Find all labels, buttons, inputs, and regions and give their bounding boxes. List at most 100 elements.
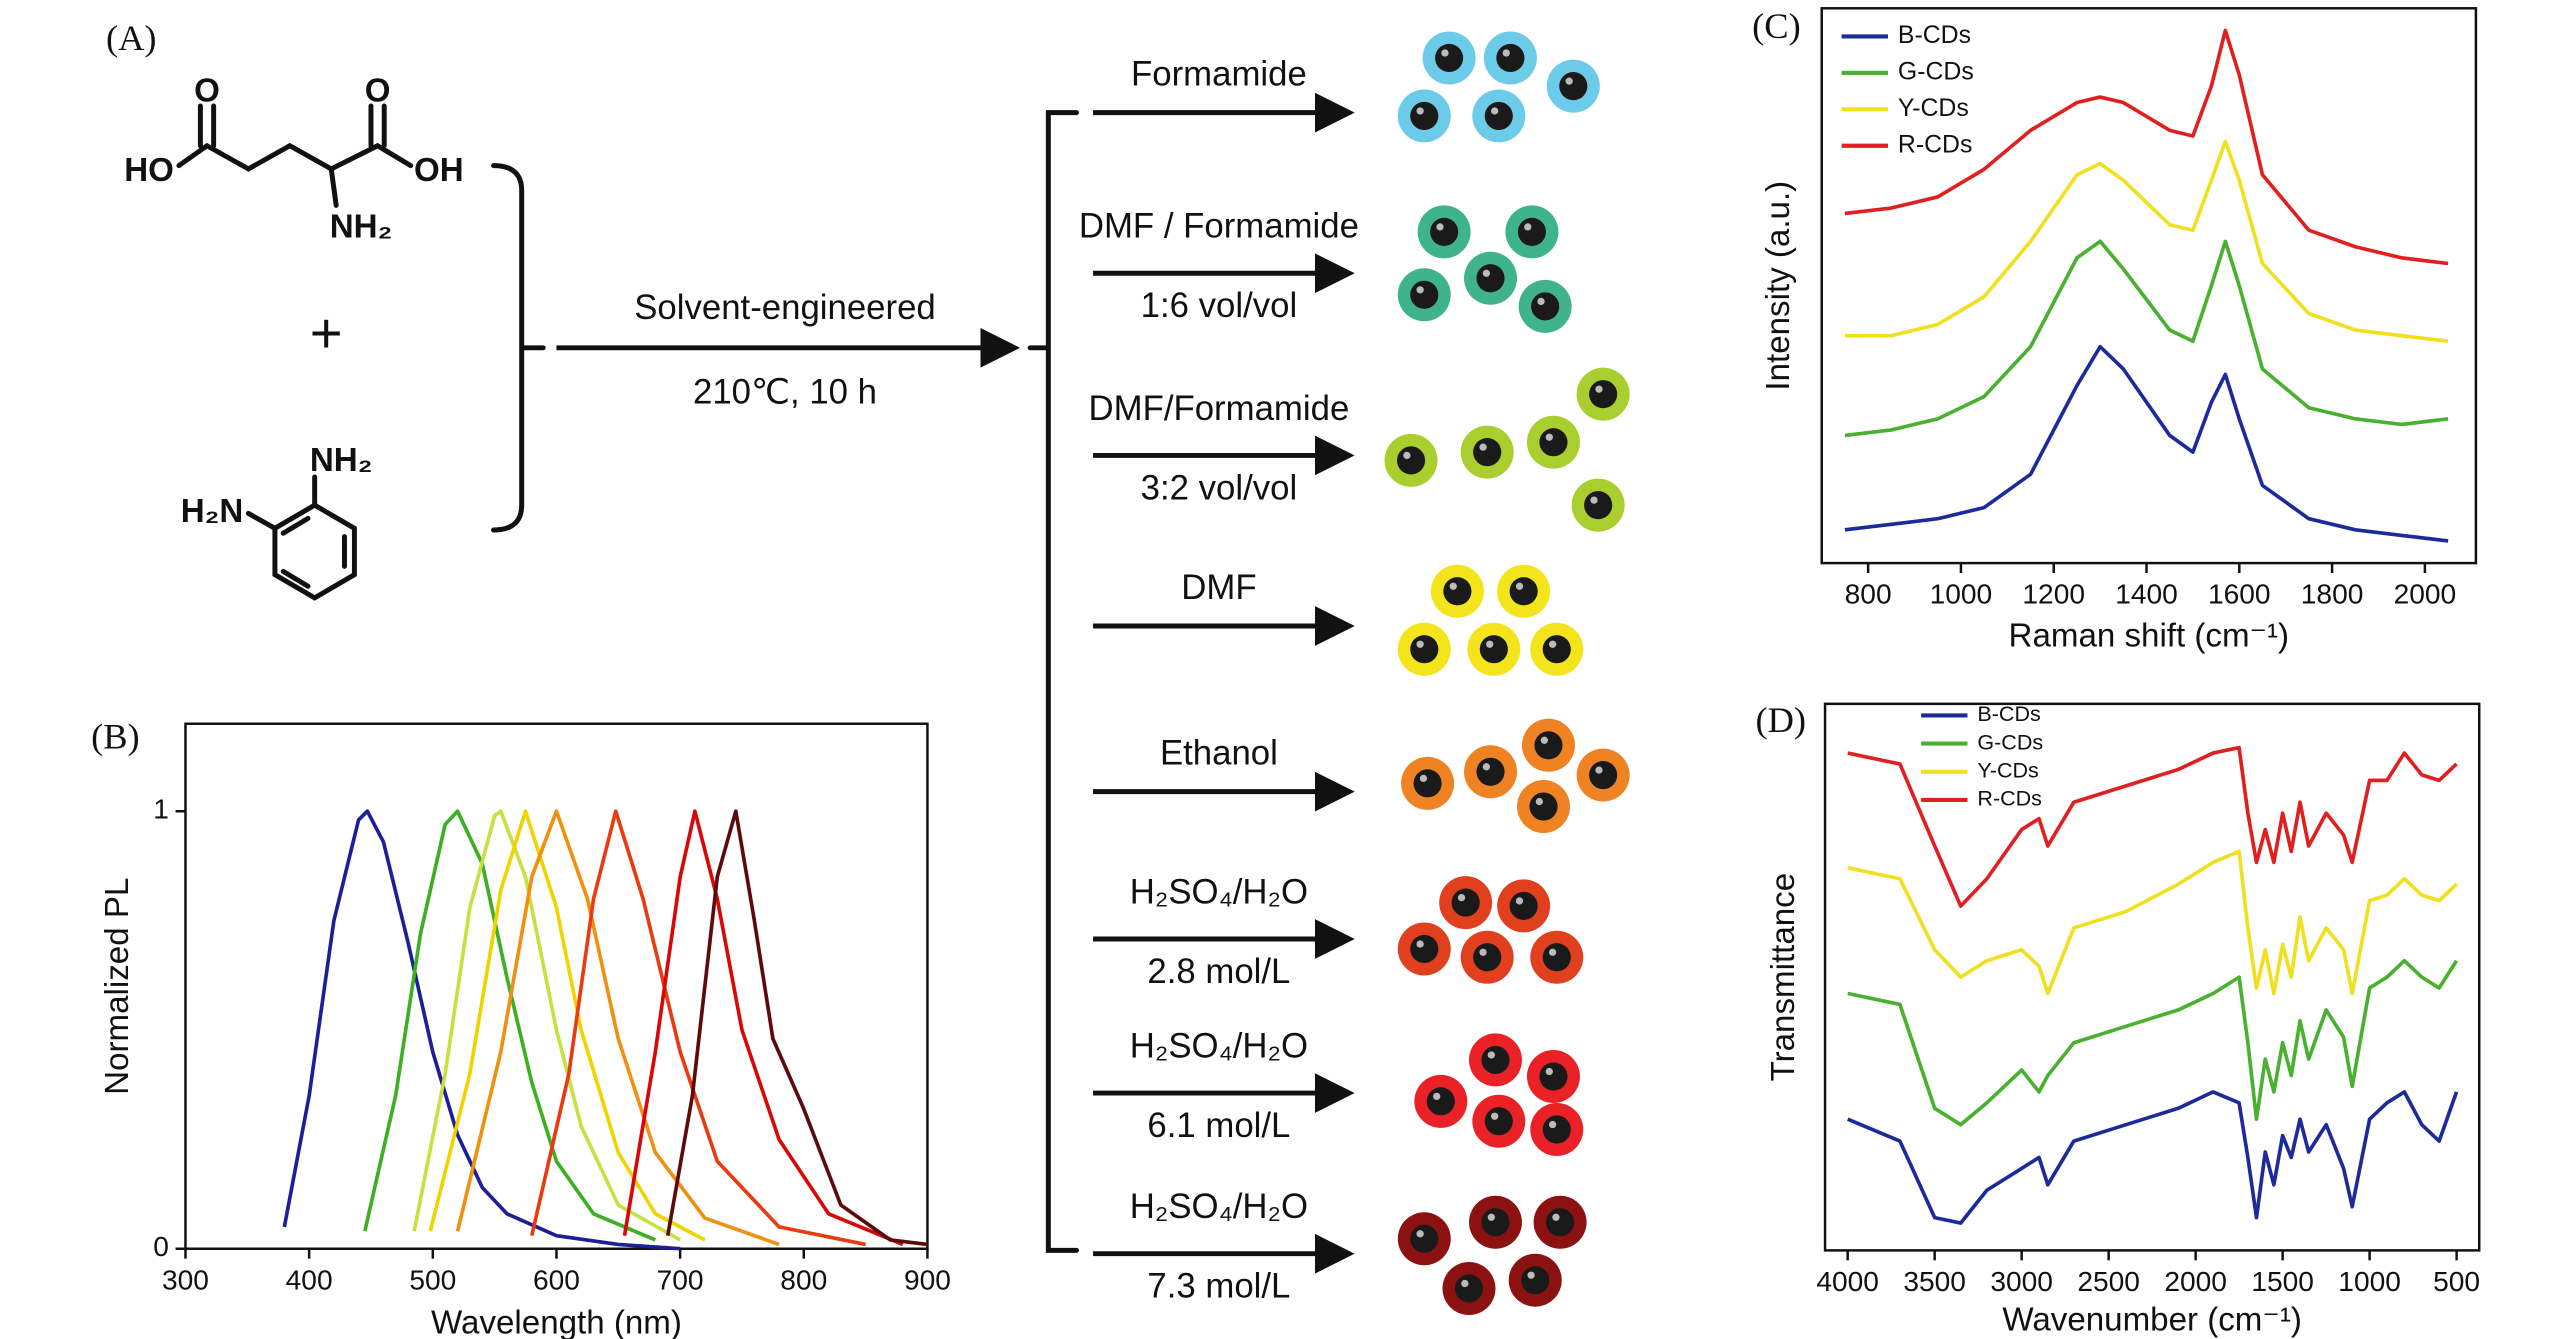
dot-core xyxy=(1584,491,1613,520)
chem-label: NH₂ xyxy=(310,442,373,479)
y-axis-label: Normalized PL xyxy=(99,878,136,1095)
phenylenediamine: NH₂ H₂N xyxy=(181,442,373,601)
data-line xyxy=(428,809,706,1242)
y-tick-label: 1 xyxy=(153,794,169,825)
dot-core xyxy=(1479,635,1508,664)
dot-highlight xyxy=(1595,766,1603,774)
carbon-dot xyxy=(1401,756,1455,810)
solvent-ratio: 1:6 vol/vol xyxy=(1141,287,1298,325)
x-tick-label: 2000 xyxy=(2394,579,2457,610)
data-line xyxy=(665,809,928,1247)
dot-core xyxy=(1589,761,1618,790)
carbon-dot xyxy=(1517,780,1571,834)
dot-core xyxy=(1410,1224,1439,1253)
x-tick-label: 600 xyxy=(533,1264,580,1295)
carbon-dot xyxy=(1497,564,1551,618)
dot-core xyxy=(1484,101,1513,131)
dot-core xyxy=(1410,280,1439,309)
dot-core xyxy=(1529,792,1558,821)
dot-highlight xyxy=(1479,948,1487,956)
x-axis-label: Wavenumber (cm⁻¹) xyxy=(2002,1301,2302,1338)
carbon-dot xyxy=(1430,564,1484,618)
x-tick-label: 2500 xyxy=(2077,1266,2140,1297)
glutamic-acid: HO O O OH NH₂ xyxy=(124,73,463,246)
dot-highlight xyxy=(1515,897,1524,905)
solvent-ratio: 7.3 mol/L xyxy=(1147,1268,1290,1306)
condition: 210℃, 10 h xyxy=(693,373,877,411)
carbon-dot xyxy=(1422,31,1476,85)
panel-label: (B) xyxy=(91,717,140,757)
dot-core xyxy=(1430,217,1459,246)
dot-core xyxy=(1545,1208,1575,1237)
carbon-dot xyxy=(1576,748,1630,802)
dot-highlight xyxy=(1491,107,1499,115)
solvent-label: DMF xyxy=(1181,569,1256,607)
dot-core xyxy=(1509,891,1538,920)
dot-core xyxy=(1542,943,1571,972)
carbon-dot xyxy=(1472,1094,1526,1148)
dot-highlight xyxy=(1416,286,1424,294)
dot-core xyxy=(1509,577,1538,606)
carbon-dot xyxy=(1397,268,1451,322)
chem-label: O xyxy=(194,73,220,110)
data-line xyxy=(1844,239,2449,438)
data-line xyxy=(1847,1090,2459,1225)
solvent-label: Formamide xyxy=(1131,55,1307,93)
dot-core xyxy=(1451,888,1480,917)
legend-label: B-CDs xyxy=(1898,22,1971,49)
bracket xyxy=(1027,110,1079,1253)
dot-highlight xyxy=(1419,774,1428,783)
x-tick-label: 4000 xyxy=(1816,1266,1879,1297)
carbon-dot xyxy=(1397,1212,1451,1266)
plus-sign: + xyxy=(310,302,343,365)
panel-label: (A) xyxy=(106,18,157,58)
dot-core xyxy=(1473,943,1502,972)
product-list: Formamide DMF / Formamide 1:6 vol/vol DMF/F… xyxy=(1079,31,1630,1315)
carbon-dot xyxy=(1464,251,1518,305)
carbon-dot xyxy=(1483,31,1537,85)
x-tick-label: 1500 xyxy=(2251,1266,2314,1297)
dot-core xyxy=(1559,72,1588,101)
carbon-dot xyxy=(1518,279,1572,333)
chem-label: H₂N xyxy=(181,493,244,530)
y-tick-label: 0 xyxy=(153,1231,169,1262)
dot-highlight xyxy=(1548,948,1557,956)
dot-core xyxy=(1496,43,1525,73)
carbon-dot xyxy=(1467,622,1521,676)
x-tick-label: 500 xyxy=(2433,1266,2480,1297)
solvent-label: Ethanol xyxy=(1160,734,1278,772)
data-line xyxy=(363,809,657,1242)
dot-highlight xyxy=(1461,1279,1469,1288)
dot-core xyxy=(1396,446,1426,475)
data-line xyxy=(1844,344,2449,543)
carbon-dot xyxy=(1397,922,1451,976)
carbon-dot xyxy=(1508,1253,1562,1307)
x-tick-label: 500 xyxy=(409,1264,456,1295)
solvent-ratio: 3:2 vol/vol xyxy=(1141,469,1298,507)
bracket xyxy=(491,163,546,533)
dot-highlight xyxy=(1416,1230,1424,1238)
dot-core xyxy=(1426,1087,1455,1116)
dot-core xyxy=(1473,438,1502,467)
dot-core xyxy=(1410,101,1439,131)
dot-highlight xyxy=(1545,1067,1553,1076)
dot-core xyxy=(1476,264,1505,293)
x-axis-label: Wavelength (nm) xyxy=(431,1305,682,1339)
solvent-label: DMF / Formamide xyxy=(1079,208,1359,246)
dot-highlight xyxy=(1515,582,1524,590)
x-tick-label: 400 xyxy=(286,1264,333,1295)
carbon-dot xyxy=(1546,59,1600,113)
solvent-label: H₂SO₄/H₂O xyxy=(1130,874,1308,912)
dot-highlight xyxy=(1457,893,1466,902)
carbon-dot xyxy=(1526,1049,1580,1103)
chem-label: OH xyxy=(414,152,464,189)
carbon-dot xyxy=(1460,930,1514,984)
x-tick-label: 900 xyxy=(904,1264,951,1295)
x-tick-label: 1000 xyxy=(1930,579,1993,610)
dot-core xyxy=(1454,1274,1484,1303)
dot-highlight xyxy=(1441,49,1449,57)
carbon-dot xyxy=(1464,745,1518,799)
dot-highlight xyxy=(1548,640,1557,648)
dot-highlight xyxy=(1487,1213,1495,1221)
